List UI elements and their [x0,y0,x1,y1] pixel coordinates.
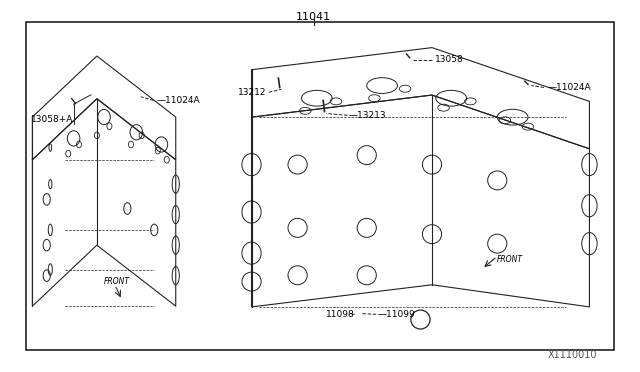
Text: —11099: —11099 [378,310,415,319]
Text: 11041: 11041 [296,12,331,22]
Text: X1110010: X1110010 [548,350,598,360]
Text: —11024A: —11024A [547,83,591,92]
Text: 13058: 13058 [435,55,464,64]
Text: FRONT: FRONT [104,277,130,286]
Text: 13212: 13212 [238,88,267,97]
Text: —11024A: —11024A [157,96,200,105]
Text: —13213: —13213 [349,111,387,120]
Text: 11098: 11098 [326,310,355,319]
Text: FRONT: FRONT [497,255,524,264]
Text: 13058+A: 13058+A [31,115,73,124]
